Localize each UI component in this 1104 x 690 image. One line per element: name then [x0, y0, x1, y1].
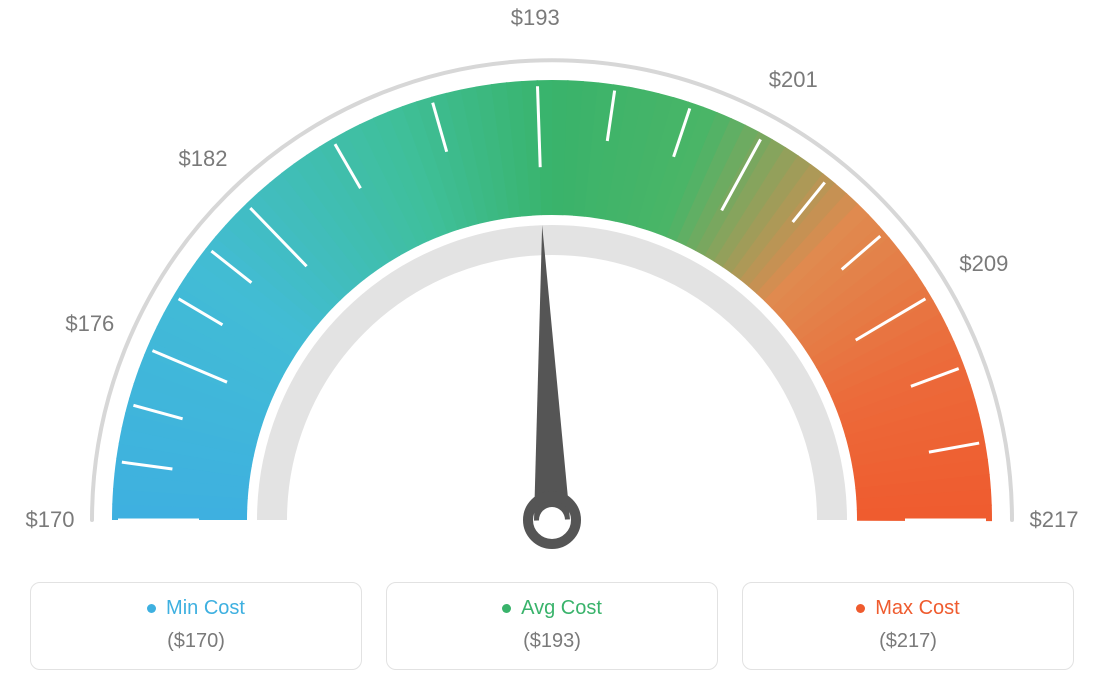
- legend-avg-label: Avg Cost: [521, 597, 602, 620]
- legend-min-title: Min Cost: [147, 597, 245, 620]
- legend-min: Min Cost ($170): [30, 582, 362, 670]
- legend-min-value: ($170): [41, 630, 351, 653]
- legend-max-title: Max Cost: [856, 597, 959, 620]
- legend-avg-value: ($193): [397, 630, 707, 653]
- legend-max-value: ($217): [753, 630, 1063, 653]
- gauge-tick-label: $217: [1030, 507, 1079, 533]
- legend-row: Min Cost ($170) Avg Cost ($193) Max Cost…: [30, 582, 1074, 670]
- legend-avg-title: Avg Cost: [502, 597, 602, 620]
- legend-max-label: Max Cost: [875, 597, 959, 620]
- legend-min-label: Min Cost: [166, 597, 245, 620]
- legend-max-dot: [856, 604, 865, 613]
- legend-max: Max Cost ($217): [742, 582, 1074, 670]
- gauge-tick-label: $209: [959, 251, 1008, 277]
- gauge-tick-label: $201: [769, 67, 818, 93]
- gauge-tick-label: $193: [511, 5, 560, 31]
- gauge-tick-label: $176: [65, 311, 114, 337]
- gauge-tick-label: $170: [26, 507, 75, 533]
- legend-avg: Avg Cost ($193): [386, 582, 718, 670]
- cost-gauge-chart: $170 $176 $182 $193 $201 $209 $217 Min Cost ($…: [0, 0, 1104, 690]
- gauge-tick-label: $182: [179, 146, 228, 172]
- gauge-svg: [0, 0, 1104, 560]
- legend-avg-dot: [502, 604, 511, 613]
- legend-min-dot: [147, 604, 156, 613]
- gauge-area: $170 $176 $182 $193 $201 $209 $217: [0, 0, 1104, 560]
